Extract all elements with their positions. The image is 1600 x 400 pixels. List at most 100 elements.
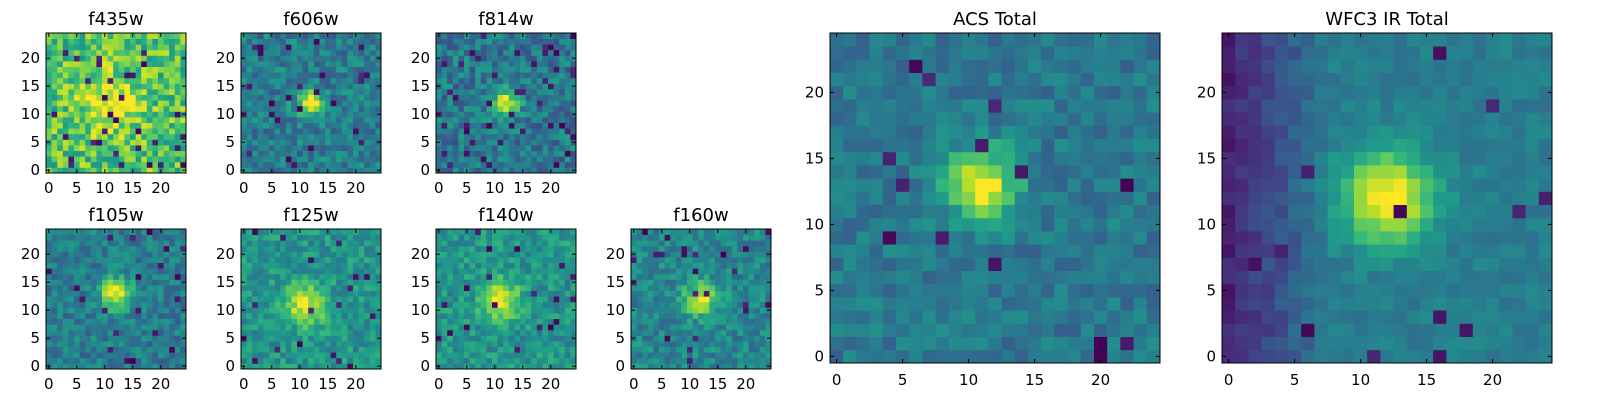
heatmap-cell	[553, 363, 560, 370]
heatmap-cell	[664, 329, 671, 336]
heatmap-cell	[135, 357, 142, 364]
heatmap-cell	[447, 33, 454, 39]
heatmap-cell	[347, 139, 354, 146]
heatmap-cell	[74, 139, 80, 146]
heatmap-cell	[74, 240, 80, 247]
heatmap-cell	[51, 117, 58, 123]
heatmap-cell	[525, 61, 532, 67]
heatmap-cell	[659, 346, 665, 353]
heatmap-cell	[252, 77, 259, 84]
heatmap-cell	[469, 83, 476, 90]
heatmap-cell	[525, 229, 532, 235]
heatmap-cell	[441, 357, 448, 364]
heatmap-cell	[452, 94, 459, 101]
heatmap-cell	[174, 313, 181, 319]
heatmap-cell	[514, 89, 521, 95]
heatmap-cell	[74, 100, 80, 107]
heatmap-cell	[141, 111, 148, 118]
heatmap-cell	[458, 290, 465, 297]
heatmap-cell	[659, 262, 665, 269]
heatmap-cell	[118, 290, 125, 297]
heatmap-cell	[754, 279, 761, 286]
heatmap-cell	[274, 44, 281, 51]
heatmap-cell	[152, 83, 159, 90]
heatmap-cell	[436, 268, 442, 275]
heatmap-cell	[90, 55, 97, 62]
heatmap-cell	[252, 145, 259, 151]
heatmap-cell	[297, 262, 303, 269]
heatmap-cell	[508, 150, 515, 157]
x-tick-label: 10	[95, 179, 114, 197]
heatmap-cell	[564, 301, 571, 308]
heatmap-cell	[486, 251, 493, 258]
heatmap-cell	[675, 296, 682, 303]
heatmap-cell	[441, 77, 448, 84]
heatmap-cell	[909, 244, 923, 258]
heatmap-cell	[703, 346, 710, 353]
x-tick-label: 0	[239, 179, 249, 197]
heatmap-cell	[508, 335, 515, 342]
heatmap-cell	[464, 324, 470, 331]
heatmap-cell	[536, 49, 543, 56]
heatmap-cell	[241, 296, 247, 303]
panel-title: f125w	[283, 205, 338, 226]
heatmap-cell	[146, 49, 153, 56]
heatmap-cell	[274, 313, 281, 319]
heatmap-cell	[285, 111, 292, 118]
heatmap-cell	[436, 301, 442, 308]
heatmap-cell	[130, 139, 136, 146]
heatmap-cell	[492, 161, 498, 168]
heatmap-cell	[341, 105, 348, 112]
heatmap-cell	[46, 318, 52, 325]
heatmap-cell	[553, 307, 560, 314]
heatmap-cell	[252, 341, 259, 347]
heatmap-cell	[285, 161, 292, 168]
heatmap-cell	[347, 240, 354, 247]
heatmap-cell	[107, 111, 114, 118]
heatmap-cell	[308, 357, 315, 364]
heatmap-cell	[447, 346, 454, 353]
heatmap-cell	[146, 285, 153, 291]
heatmap-cell	[1094, 323, 1108, 337]
heatmap-cell	[174, 229, 181, 235]
heatmap-cell	[85, 346, 92, 353]
heatmap-cell	[174, 66, 181, 73]
heatmap-cell	[163, 55, 170, 62]
heatmap-cell	[542, 290, 549, 297]
heatmap-cell	[102, 313, 108, 319]
heatmap-cell	[263, 352, 270, 359]
heatmap-cell	[364, 128, 371, 135]
heatmap-cell	[525, 105, 532, 112]
heatmap-cell	[96, 335, 103, 342]
heatmap-cell	[856, 217, 870, 232]
heatmap-cell	[497, 156, 504, 163]
heatmap-cell	[514, 38, 521, 45]
heatmap-cell	[102, 89, 108, 95]
heatmap-cell	[146, 279, 153, 286]
heatmap-cell	[564, 352, 571, 359]
heatmap-cell	[754, 329, 761, 336]
heatmap-cell	[670, 352, 677, 359]
heatmap-cell	[257, 111, 264, 118]
heatmap-cell	[353, 77, 359, 84]
heatmap-cell	[531, 363, 538, 370]
heatmap-cell	[90, 229, 97, 235]
heatmap-cell	[336, 167, 343, 174]
heatmap-cell	[542, 100, 549, 107]
heatmap-cell	[375, 33, 382, 39]
heatmap-cell	[536, 44, 543, 51]
heatmap-cell	[158, 324, 164, 331]
heatmap-cell	[653, 318, 660, 325]
heatmap-cell	[141, 229, 148, 235]
heatmap-cell	[57, 61, 64, 67]
heatmap-cell	[759, 273, 766, 280]
heatmap-cell	[441, 307, 448, 314]
heatmap-cell	[118, 234, 125, 241]
heatmap-cell	[68, 318, 75, 325]
heatmap-cell	[687, 296, 693, 303]
heatmap-cell	[107, 44, 114, 51]
heatmap-cell	[447, 105, 454, 112]
heatmap-cell	[709, 245, 716, 252]
heatmap-cell	[68, 313, 75, 319]
heatmap-cell	[436, 128, 442, 135]
